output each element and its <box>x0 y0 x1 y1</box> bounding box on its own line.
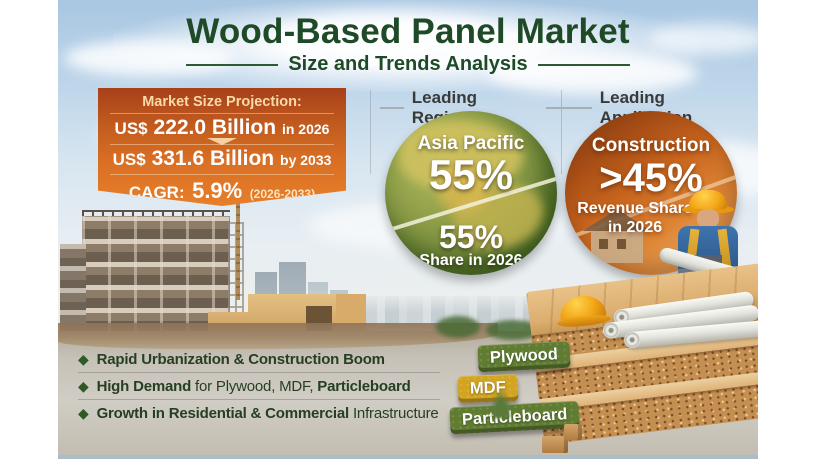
globe-top-text: Asia Pacific 55% <box>385 133 557 195</box>
diamond-bullet-icon: ◆ <box>78 405 89 421</box>
section-divider <box>561 90 562 174</box>
title-glow <box>113 0 703 92</box>
highlights-list: ◆ Rapid Urbanization & Construction Boom… <box>78 346 440 426</box>
list-item: ◆ High Demand for Plywood, MDF, Particle… <box>78 373 440 400</box>
divider <box>110 113 334 114</box>
period-2033: by 2033 <box>280 152 332 168</box>
wood-block <box>564 424 582 440</box>
bottom-edge-strip <box>58 455 758 459</box>
region-share: 55% <box>428 151 514 198</box>
tree <box>436 316 480 338</box>
house-illustration <box>577 209 667 269</box>
hardhat <box>689 190 727 209</box>
heading-rule-left <box>568 107 592 109</box>
heading-rule-right <box>546 107 570 109</box>
globe-bottom-text: 55% Share in 2026 <box>385 219 557 270</box>
wood-block <box>542 436 568 453</box>
application-caption-line1: Revenue Share <box>577 200 693 217</box>
cagr-value: 5.9% <box>192 178 243 203</box>
tree <box>486 320 540 340</box>
projection-heading: Market Size Projection: <box>142 94 302 110</box>
region-share-caption: Share in 2026 <box>419 251 523 269</box>
highlight-text: Growth in Residential & Commercial Infra… <box>96 404 439 422</box>
section-divider <box>370 90 371 174</box>
globe-graphic: Asia Pacific 55% 55% Share in 2026 <box>385 111 557 275</box>
diamond-bullet-icon: ◆ <box>78 378 89 394</box>
market-projection-box: Market Size Projection: US$ 222.0 Billio… <box>98 88 346 206</box>
header: Wood-Based Panel Market Size and Trends … <box>58 12 758 76</box>
divider <box>110 174 334 175</box>
region-name: Asia Pacific <box>417 133 525 154</box>
period-2026: in 2026 <box>281 121 330 137</box>
cagr-label: CAGR: <box>128 183 185 202</box>
application-name: Construction <box>591 135 711 156</box>
value-2033: 331.6 Billion <box>151 147 275 170</box>
crane-mast <box>236 176 240 300</box>
cagr-line: CAGR: 5.9% (2026-2033) <box>98 178 346 204</box>
heading-rule-left <box>380 107 404 109</box>
building-columns <box>82 216 230 338</box>
highlight-text: Rapid Urbanization & Construction Boom <box>96 350 385 368</box>
projection-2026: US$ 222.0 Billion in 2026 <box>98 117 346 140</box>
building-wing <box>60 244 86 338</box>
page-title: Wood-Based Panel Market <box>186 12 630 51</box>
diamond-bullet-icon: ◆ <box>78 351 89 367</box>
list-item: ◆ Rapid Urbanization & Construction Boom <box>78 346 440 373</box>
subtitle-row: Size and Trends Analysis <box>58 53 758 76</box>
page-subtitle: Size and Trends Analysis <box>288 53 528 75</box>
application-caption-line2: in 2026 <box>607 219 663 237</box>
application-text: Construction >45% Revenue Share in 2026 <box>565 135 737 237</box>
projection-2033: US$ 331.6 Billion by 2033 <box>98 148 346 171</box>
subtitle-rule-left <box>186 63 279 66</box>
house-window <box>617 239 626 249</box>
currency: US$ <box>114 119 148 138</box>
house-window <box>599 239 608 249</box>
house-roof <box>583 209 651 231</box>
highlight-text: High Demand for Plywood, MDF, Particlebo… <box>96 377 411 395</box>
poster-background: Wood-Based Panel Market Size and Trends … <box>58 0 758 459</box>
currency: US$ <box>112 150 146 169</box>
subtitle-rule-right <box>537 63 630 66</box>
grass-tuft <box>490 388 512 418</box>
application-share: >45% <box>599 156 703 200</box>
divider <box>110 144 334 145</box>
cagr-period: (2026-2033) <box>249 187 316 201</box>
worker-face <box>697 209 719 228</box>
region-share-detail: 55% <box>438 219 504 255</box>
plywood-tag: Plywood <box>477 340 571 373</box>
construction-building <box>60 210 250 338</box>
list-item: ◆ Growth in Residential & Commercial Inf… <box>78 400 440 426</box>
arrow-down-icon <box>207 138 237 145</box>
value-2026: 222.0 Billion <box>153 116 277 139</box>
roof-railing <box>82 210 230 217</box>
